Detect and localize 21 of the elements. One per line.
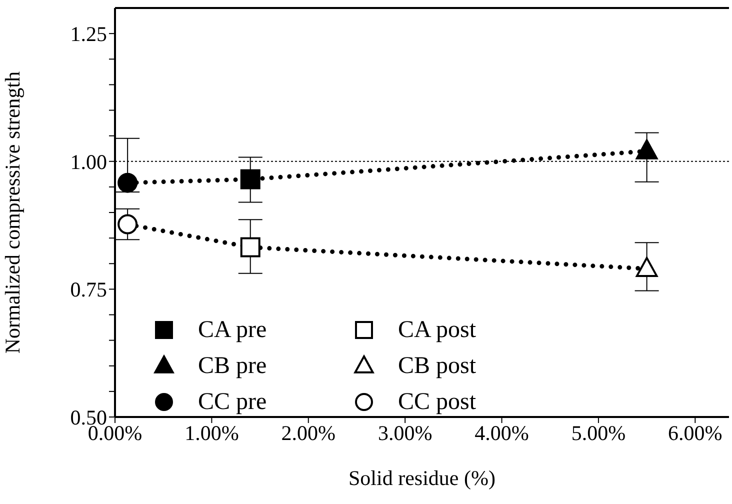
point bbox=[118, 214, 138, 234]
x-tick-label: 3.00% bbox=[378, 420, 432, 445]
x-axis-title: Solid residue (%) bbox=[348, 466, 496, 490]
y-tick-label: 1.00 bbox=[70, 150, 107, 174]
legend-label: CB pre bbox=[198, 352, 267, 380]
legend-label: CB post bbox=[398, 352, 476, 380]
x-tick-label: 4.00% bbox=[474, 420, 529, 445]
legend-label: CC pre bbox=[198, 388, 267, 416]
x-tick-label: 5.00% bbox=[571, 420, 626, 445]
y-tick-label: 0.75 bbox=[70, 278, 107, 302]
legend-label: CA pre bbox=[198, 316, 267, 344]
x-tick-label: 2.00% bbox=[281, 420, 336, 445]
point bbox=[240, 169, 260, 190]
point bbox=[118, 172, 138, 193]
point bbox=[240, 237, 260, 258]
x-tick-label: 6.00% bbox=[668, 420, 722, 445]
legend-label: CA post bbox=[398, 316, 476, 344]
y-tick-label: 1.25 bbox=[70, 22, 107, 46]
y-axis-title: Normalized compressive strength bbox=[0, 70, 24, 354]
x-tick-label: 1.00% bbox=[184, 420, 239, 445]
legend-label: CC post bbox=[398, 388, 476, 416]
